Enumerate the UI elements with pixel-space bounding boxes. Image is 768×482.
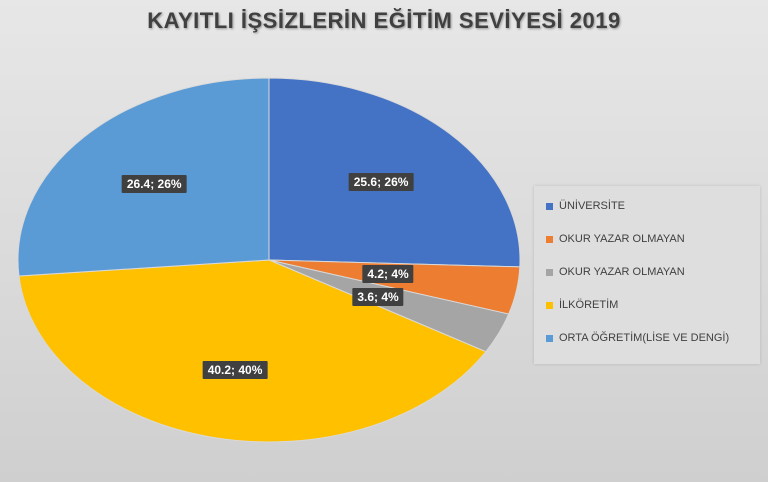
data-label: 3.6; 4%: [352, 288, 404, 306]
legend-item: ÜNİVERSİTE: [546, 200, 625, 212]
chart-title: KAYITLI İŞSİZLERİN EĞİTİM SEVİYESİ 2019: [147, 8, 621, 33]
legend-item: OKUR YAZAR OLMAYAN: [546, 266, 685, 278]
data-label: 40.2; 40%: [202, 361, 268, 380]
data-label: 26.4; 26%: [121, 174, 187, 193]
legend-swatch: [546, 301, 553, 309]
legend-label: İLKÖRETİM: [559, 299, 619, 311]
data-label: 4.2; 4%: [362, 265, 414, 283]
legend-label: ÜNİVERSİTE: [559, 200, 626, 212]
legend-label: ORTA ÖĞRETİM(LİSE VE DENGİ): [559, 332, 730, 344]
data-label: 25.6; 26%: [348, 172, 414, 191]
legend-label: OKUR YAZAR OLMAYAN: [559, 266, 685, 278]
pie-slice: [268, 77, 521, 268]
legend-swatch: [546, 268, 553, 276]
legend-swatch: [546, 202, 553, 210]
legend-label: OKUR YAZAR OLMAYAN: [559, 233, 685, 245]
legend-item: OKUR YAZAR OLMAYAN: [546, 233, 685, 245]
legend-swatch: [546, 235, 553, 243]
legend-item: ORTA ÖĞRETİM(LİSE VE DENGİ): [546, 332, 729, 344]
legend-item: İLKÖRETİM: [546, 299, 618, 311]
legend: ÜNİVERSİTE OKUR YAZAR OLMAYAN OKUR YAZAR O…: [534, 186, 760, 364]
legend-swatch: [546, 334, 553, 342]
